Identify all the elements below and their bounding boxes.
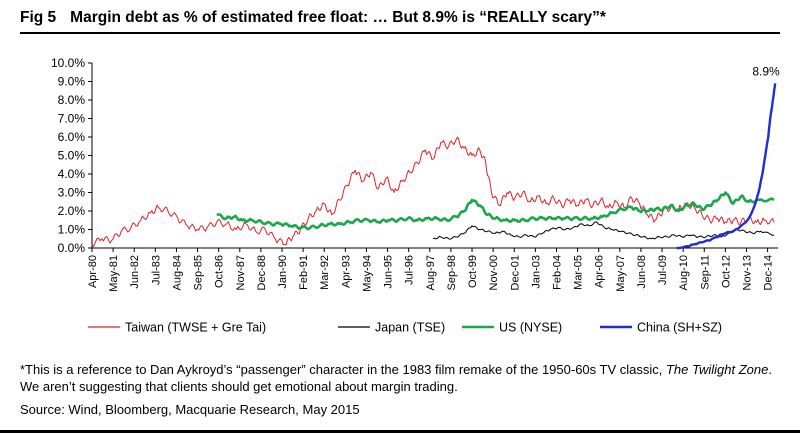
series-line-2 <box>432 221 775 240</box>
x-tick-label: Oct-12 <box>720 255 732 288</box>
legend-label: US (NYSE) <box>499 321 562 335</box>
legend-label: Japan (TSE) <box>375 321 445 335</box>
y-tick-label: 7.0% <box>58 112 86 126</box>
x-tick-label: Sep-85 <box>193 255 205 290</box>
footnote: *This is a reference to Dan Aykroyd’s “p… <box>20 361 790 395</box>
x-tick-label: May-94 <box>361 255 373 292</box>
x-tick-label: Dec-88 <box>256 255 268 290</box>
bottom-rule <box>0 430 800 433</box>
figure-title: Margin debt as % of estimated free float… <box>70 9 606 26</box>
y-tick-label: 8.0% <box>58 93 86 107</box>
legend: Taiwan (TWSE + Gre Tai) Japan (TSE) US (NY… <box>88 321 722 335</box>
x-tick-label: Dec-01 <box>509 255 521 290</box>
legend-label: Taiwan (TWSE + Gre Tai) <box>125 321 266 335</box>
y-tick-label: 4.0% <box>58 167 86 181</box>
x-tick-label: Mar-92 <box>319 255 331 290</box>
x-tick-label: Aug-10 <box>678 255 690 290</box>
x-tick-label: Mar-05 <box>573 255 585 290</box>
y-tick-label: 2.0% <box>58 204 86 218</box>
y-tick-label: 1.0% <box>58 223 86 237</box>
series-line-3 <box>216 191 775 231</box>
footnote-show-title: The Twilight Zone <box>665 362 769 377</box>
x-tick-label: Apr-93 <box>340 255 352 288</box>
series-lines <box>91 83 777 250</box>
y-tick-label: 9.0% <box>58 75 86 89</box>
x-tick-label: Oct-99 <box>467 255 479 288</box>
x-tick-label: May-81 <box>108 255 120 292</box>
line-chart: 10.0% 9.0% 8.0% 7.0% 6.0% 5.0% 4.0% 3.0% 2.0% 1.0… <box>51 56 780 335</box>
series-line-4 <box>676 83 777 250</box>
title-rule <box>20 32 780 34</box>
x-tick-label: Jan-90 <box>277 255 289 289</box>
x-tick-label: Nov-00 <box>488 255 500 290</box>
x-tick-label: Jan-03 <box>530 255 542 289</box>
y-tick-label: 0.0% <box>58 241 86 255</box>
x-tick-label: Sep-11 <box>699 255 711 290</box>
y-tick-label: 5.0% <box>58 149 86 163</box>
x-tick-label: Nov-13 <box>741 255 753 290</box>
x-tick-label: Sep-98 <box>446 255 458 290</box>
x-tick-label: Jul-09 <box>657 255 669 285</box>
source-line: Source: Wind, Bloomberg, Macquarie Resea… <box>20 402 360 417</box>
x-tick-label: Nov-87 <box>235 255 247 290</box>
footnote-part1: *This is a reference to Dan Aykroyd’s “p… <box>20 362 666 377</box>
series-line-1 <box>91 136 775 248</box>
x-tick-label: Dec-14 <box>763 255 775 290</box>
y-axis-ticks: 10.0% 9.0% 8.0% 7.0% 6.0% 5.0% 4.0% 3.0% 2.0% 1.0… <box>51 56 92 255</box>
x-tick-label: May-07 <box>615 255 627 292</box>
y-tick-label: 10.0% <box>51 56 85 70</box>
x-tick-label: Jun-08 <box>636 255 648 289</box>
x-tick-label: Jun-82 <box>129 255 141 289</box>
x-tick-label: Feb-91 <box>298 255 310 290</box>
x-axis-ticks: Apr-80 May-81 Jun-82 Jul-83 Aug-84 Sep-85 Oct-… <box>87 248 775 292</box>
y-tick-label: 3.0% <box>58 186 86 200</box>
china-last-value-label: 8.9% <box>752 64 780 78</box>
x-tick-label: Apr-80 <box>87 255 99 288</box>
x-tick-label: Jul-96 <box>404 255 416 285</box>
chart-title: Fig 5 Margin debt as % of estimated free … <box>20 9 606 27</box>
x-tick-label: Apr-06 <box>594 255 606 288</box>
x-tick-label: Aug-84 <box>171 255 183 290</box>
figure-label: Fig 5 <box>20 9 57 26</box>
x-tick-label: Jul-83 <box>150 255 162 285</box>
x-tick-label: Aug-97 <box>425 255 437 290</box>
x-tick-label: Oct-86 <box>214 255 226 288</box>
y-tick-label: 6.0% <box>58 130 86 144</box>
x-tick-label: Jun-95 <box>383 255 395 289</box>
footnote-part2: . We aren’t suggesting that clients shou… <box>20 362 772 394</box>
legend-label: China (SH+SZ) <box>637 321 722 335</box>
x-tick-label: Feb-04 <box>551 255 563 290</box>
